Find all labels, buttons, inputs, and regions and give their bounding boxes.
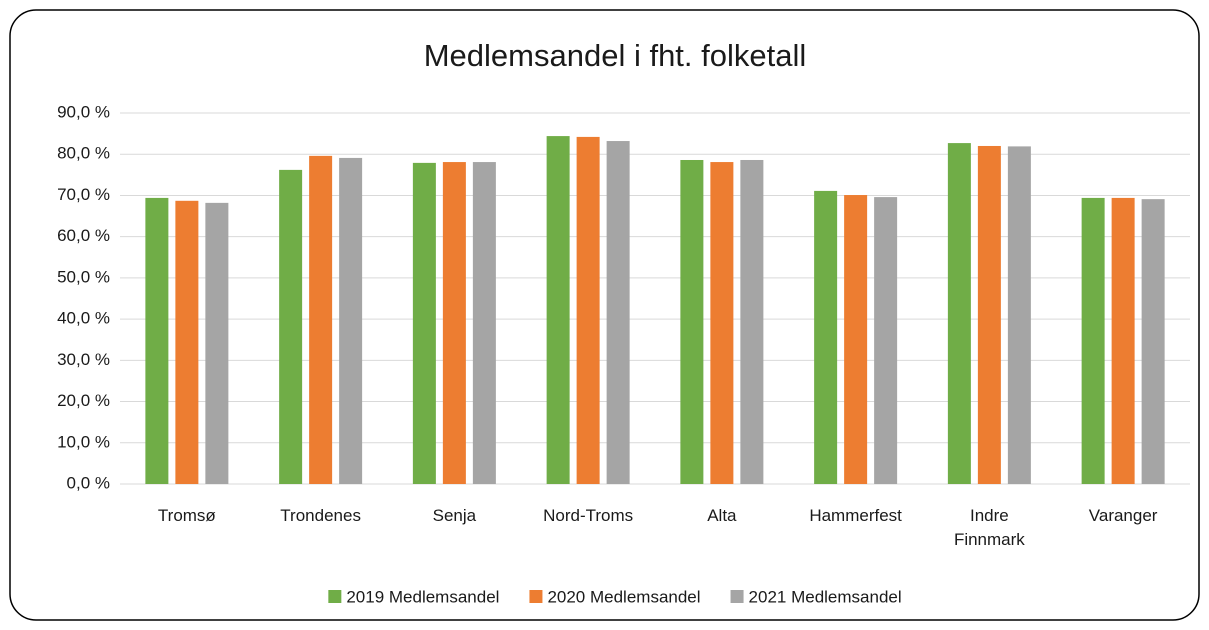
bar <box>472 162 496 484</box>
bar <box>844 195 868 484</box>
bar <box>412 162 436 484</box>
bar <box>814 190 838 484</box>
bar <box>1007 146 1031 484</box>
x-tick-label: Senja <box>432 506 477 525</box>
bar <box>279 169 303 485</box>
bar <box>309 155 333 485</box>
legend-label: 2021 Medlemsandel <box>749 587 902 606</box>
bar <box>947 143 971 484</box>
bar <box>175 200 199 484</box>
y-tick-label: 50,0 % <box>57 267 110 286</box>
x-tick-label: Alta <box>707 506 737 525</box>
legend-label: 2019 Medlemsandel <box>346 587 499 606</box>
y-tick-label: 40,0 % <box>57 309 110 328</box>
bar <box>1111 197 1135 484</box>
y-tick-label: 0,0 % <box>67 473 110 492</box>
chart-border <box>9 9 1200 621</box>
bar <box>339 157 363 484</box>
y-tick-label: 10,0 % <box>57 432 110 451</box>
x-tick-label: Nord-Troms <box>543 506 634 525</box>
y-tick-label: 60,0 % <box>57 226 110 245</box>
bar <box>1141 199 1165 484</box>
bar <box>145 197 169 484</box>
bar <box>977 145 1001 484</box>
bar <box>680 159 704 484</box>
y-tick-label: 90,0 % <box>57 102 110 121</box>
bar <box>740 159 764 484</box>
x-tick-label: Tromsø <box>157 506 216 525</box>
bar <box>606 141 630 484</box>
x-tick-label: Varanger <box>1088 506 1158 525</box>
x-tick-label: Hammerfest <box>809 506 902 525</box>
chart-title: Medlemsandel i fht. folketall <box>424 38 807 73</box>
y-tick-label: 30,0 % <box>57 350 110 369</box>
y-tick-label: 70,0 % <box>57 185 110 204</box>
bar <box>205 202 229 484</box>
x-tick-label: Trondenes <box>280 506 361 525</box>
bar <box>874 197 898 485</box>
x-tick-label: Indre Finnmark <box>953 506 1025 549</box>
y-tick-label: 80,0 % <box>57 144 110 163</box>
bar <box>1081 197 1105 484</box>
bar <box>576 136 600 485</box>
legend-swatch <box>730 590 744 603</box>
bar <box>442 162 466 484</box>
legend-swatch <box>529 590 543 603</box>
y-tick-label: 20,0 % <box>57 391 110 410</box>
legend-swatch <box>328 590 342 603</box>
legend-label: 2020 Medlemsandel <box>547 587 700 606</box>
bar <box>710 162 734 484</box>
bar <box>546 136 570 484</box>
